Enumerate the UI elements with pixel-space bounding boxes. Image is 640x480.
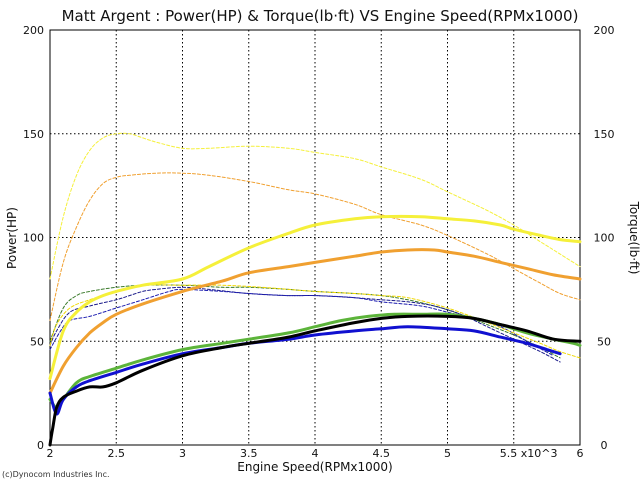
solid-series-line-7 (48, 214, 582, 381)
copyright-text: (c)Dynocom Industries Inc. (2, 470, 110, 479)
x-tick-label: 4.5 (373, 447, 391, 460)
y-tick-label-left: 0 (37, 439, 44, 452)
x-axis-label: Engine Speed(RPMx1000) (237, 460, 393, 474)
tick-labels: 2 2.5 3 3.5 4 4.5 5 5.5 x10^3 6 0 0 50 50 100 100 150 15… (23, 24, 615, 460)
x-tick-label: 4 (312, 447, 319, 460)
dashed-series-line-4 (49, 288, 554, 357)
chart-title: Matt Argent : Power(HP) & Torque(lb·ft) … (62, 7, 579, 25)
x-tick-label: 3.5 (240, 447, 258, 460)
x-tick-label: 2.5 (108, 447, 126, 460)
dashed-series-line-3 (49, 286, 561, 363)
solid-series-line-9 (48, 325, 562, 416)
x-tick-label: 3 (179, 447, 186, 460)
solid-series-line-8 (48, 248, 582, 395)
y-axis-label-right: Torque(lb·ft) (627, 201, 640, 275)
y-tick-label-left: 150 (23, 128, 44, 141)
y-tick-label-right: 0 (601, 439, 608, 452)
y-tick-label-right: 100 (594, 232, 615, 245)
solid-series-line-10 (48, 314, 582, 447)
x-tick-label: 5 (444, 447, 451, 460)
dashed-series-line-2 (49, 284, 561, 359)
y-tick-label-left: 200 (23, 24, 44, 37)
y-tick-label-left: 100 (23, 232, 44, 245)
y-tick-label-right: 50 (597, 335, 611, 348)
y-tick-label-right: 150 (594, 128, 615, 141)
y-tick-label-left: 50 (30, 335, 44, 348)
data-series (48, 132, 582, 447)
x-tick-label: 5.5 x10^3 (500, 447, 558, 460)
dashed-series-line-0 (49, 132, 581, 280)
x-tick-label: 2 (47, 447, 54, 460)
y-axis-label-left: Power(HP) (5, 207, 19, 269)
x-tick-label: 6 (577, 447, 584, 460)
dashed-series-line-5 (49, 284, 581, 359)
grid-lines (50, 30, 580, 445)
y-tick-label-right: 200 (594, 24, 615, 37)
